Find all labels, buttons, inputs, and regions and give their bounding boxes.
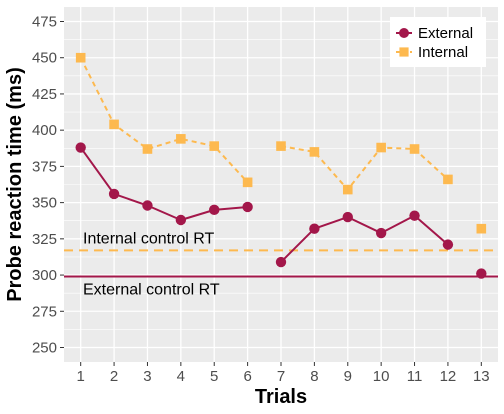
- data-point: [175, 214, 187, 226]
- data-point: [242, 201, 253, 213]
- data-point: [399, 47, 409, 57]
- data-point: [176, 134, 186, 144]
- series-line: [79, 146, 248, 221]
- y-tick-label: 325: [32, 231, 57, 248]
- data-point: [75, 52, 86, 63]
- x-tick-label: 10: [373, 368, 390, 385]
- x-tick-label: 2: [110, 368, 118, 385]
- data-point: [309, 147, 320, 157]
- y-tick-label: 475: [32, 13, 57, 30]
- legend-item-external: External: [396, 25, 473, 42]
- x-tick-label: 9: [344, 368, 352, 385]
- data-point: [476, 268, 487, 279]
- data-point: [443, 174, 453, 185]
- x-axis-ticks: 1 2 3 4 5 6 7 8 9 10 11 12 13: [77, 362, 490, 385]
- y-tick-label: 450: [32, 50, 57, 67]
- reference-lines: Internal control RT External control RT: [64, 230, 498, 299]
- legend-item-internal: Internal: [396, 44, 468, 61]
- series-line: [280, 145, 449, 191]
- y-tick-label: 350: [32, 195, 57, 212]
- data-point: [109, 119, 119, 130]
- data-point: [399, 28, 409, 38]
- series-layer: [75, 52, 487, 279]
- data-point: [342, 211, 353, 223]
- data-point: [142, 144, 153, 154]
- y-tick-label: 300: [32, 267, 57, 284]
- x-tick-label: 13: [473, 368, 490, 385]
- legend-box: [390, 17, 486, 67]
- data-point: [442, 239, 454, 250]
- x-tick-label: 3: [143, 368, 151, 385]
- data-point: [409, 210, 420, 221]
- y-axis-ticks: 250 275 300 325 350 375 400 425 450 475: [32, 13, 64, 357]
- x-axis-title: Trials: [255, 386, 307, 408]
- data-point: [275, 256, 287, 268]
- data-point: [209, 141, 220, 151]
- y-tick-label: 275: [32, 303, 57, 320]
- y-tick-label: 375: [32, 158, 57, 175]
- y-tick-label: 425: [32, 86, 57, 103]
- legend: External Internal: [390, 17, 486, 67]
- data-point: [309, 223, 320, 234]
- data-point: [342, 184, 353, 195]
- series-line: [280, 214, 449, 263]
- reference-line-label: External control RT: [83, 282, 220, 299]
- legend-label: External: [418, 25, 473, 42]
- y-axis-title: Probe reaction time (ms): [4, 67, 26, 302]
- x-tick-label: 8: [310, 368, 318, 385]
- x-tick-label: 4: [177, 368, 185, 385]
- x-tick-label: 1: [77, 368, 85, 385]
- data-point: [376, 142, 386, 153]
- x-tick-label: 11: [407, 368, 423, 385]
- x-tick-label: 12: [440, 368, 457, 385]
- x-tick-label: 5: [210, 368, 218, 385]
- x-tick-label: 7: [277, 368, 285, 385]
- data-point: [409, 144, 420, 154]
- data-point: [75, 142, 86, 153]
- series-external: [75, 142, 487, 279]
- legend-label: Internal: [418, 44, 468, 61]
- series-line: [79, 57, 249, 184]
- data-point: [108, 188, 120, 200]
- y-tick-label: 400: [32, 122, 57, 139]
- series-internal: [75, 52, 487, 234]
- y-tick-label: 250: [32, 340, 57, 357]
- data-point: [209, 204, 220, 216]
- reference-line-label: Internal control RT: [83, 230, 215, 247]
- data-point: [476, 223, 487, 234]
- data-point: [375, 227, 387, 239]
- data-point: [276, 141, 286, 151]
- data-point: [242, 177, 253, 188]
- x-tick-label: 6: [243, 368, 251, 385]
- data-point: [142, 200, 153, 211]
